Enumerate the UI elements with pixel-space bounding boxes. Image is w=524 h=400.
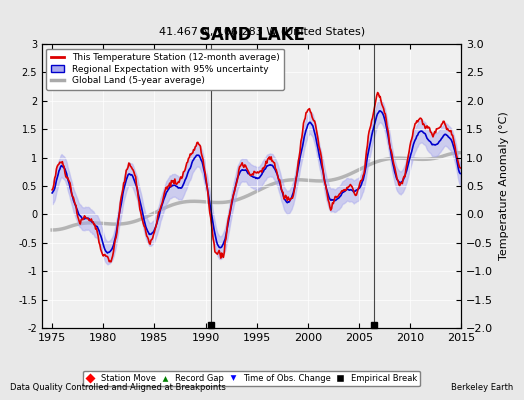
Text: 41.467 N, 106.283 W (United States): 41.467 N, 106.283 W (United States) [159, 26, 365, 36]
Legend: Station Move, Record Gap, Time of Obs. Change, Empirical Break: Station Move, Record Gap, Time of Obs. C… [83, 371, 420, 386]
Text: Data Quality Controlled and Aligned at Breakpoints: Data Quality Controlled and Aligned at B… [10, 383, 226, 392]
Y-axis label: Temperature Anomaly (°C): Temperature Anomaly (°C) [499, 112, 509, 260]
Title: SAND LAKE: SAND LAKE [199, 26, 304, 44]
Text: Berkeley Earth: Berkeley Earth [451, 383, 514, 392]
